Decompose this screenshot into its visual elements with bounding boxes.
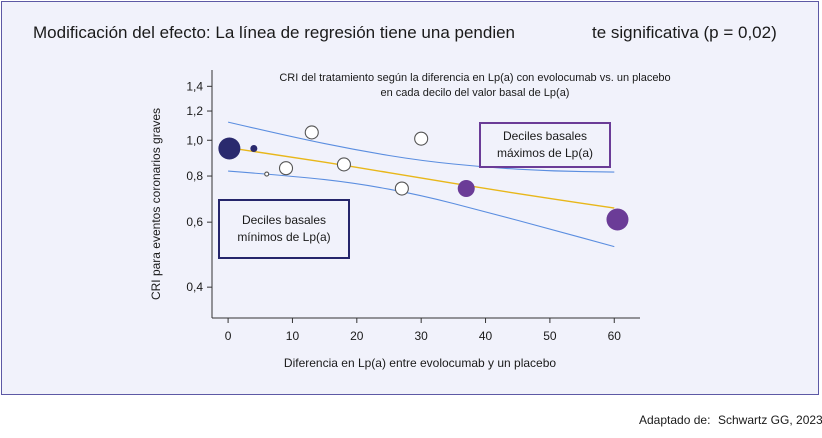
x-tick-label: 20 [350,329,364,343]
chart-points [218,125,629,231]
data-point [304,125,319,140]
y-axis-label: CRI para eventos coronarios graves [149,108,163,300]
chart-subtitle-line: CRI del tratamiento según la diferencia … [279,72,670,84]
regression-chart: 0 10 20 30 40 50 60 0,4 0,6 0,8 1,0 1,2 1,4 Diferenci… [149,70,671,370]
annotation-box [479,122,611,168]
y-tick-label: 0,4 [186,280,203,294]
data-point [250,144,258,152]
x-axis-label: Diferencia en Lp(a) entre evolocumab y u… [284,356,556,370]
y-tick-label: 0,8 [186,169,203,183]
ci-lower-line [228,170,615,248]
chart-subtitle-line: en cada decilo del valor basal de Lp(a) [381,87,570,99]
regression-line [227,146,615,209]
chart-axes [207,70,640,323]
ci-upper-line [227,121,615,173]
annotation-text: Deciles basales [503,129,587,143]
y-tick-label: 1,2 [186,104,203,118]
data-point [218,137,241,160]
x-tick-label: 60 [608,329,622,343]
data-point [606,208,629,231]
data-point [336,157,351,172]
data-point [457,180,475,198]
chart-curves [227,121,615,248]
annotation-text: máximos de Lp(a) [497,146,593,160]
data-point [264,171,270,177]
data-point [278,161,294,176]
annotation-box [218,199,350,259]
y-tick-label: 1,0 [186,133,203,147]
data-point [414,131,429,146]
chart-labels: 0 10 20 30 40 50 60 0,4 0,6 0,8 1,0 1,2 1,4 Diferenci… [149,72,671,370]
x-tick-label: 50 [543,329,557,343]
annotation-text: mínimos de Lp(a) [237,230,330,244]
chart-title-part1: Modificación del efecto: La línea de reg… [33,23,516,42]
footer-label: Adaptado de: [639,413,711,427]
footer-source: Schwartz GG, 2023 [718,413,822,427]
y-tick-label: 1,4 [186,79,203,93]
x-tick-label: 30 [414,329,428,343]
y-tick-label: 0,6 [186,215,203,229]
x-tick-label: 0 [225,329,232,343]
x-tick-label: 10 [286,329,300,343]
annotation-text: Deciles basales [242,213,326,227]
data-point [394,181,409,196]
chart-panel [1,1,819,395]
chart-title-part2: te significativa (p = 0,02) [592,23,777,42]
x-tick-label: 40 [479,329,493,343]
